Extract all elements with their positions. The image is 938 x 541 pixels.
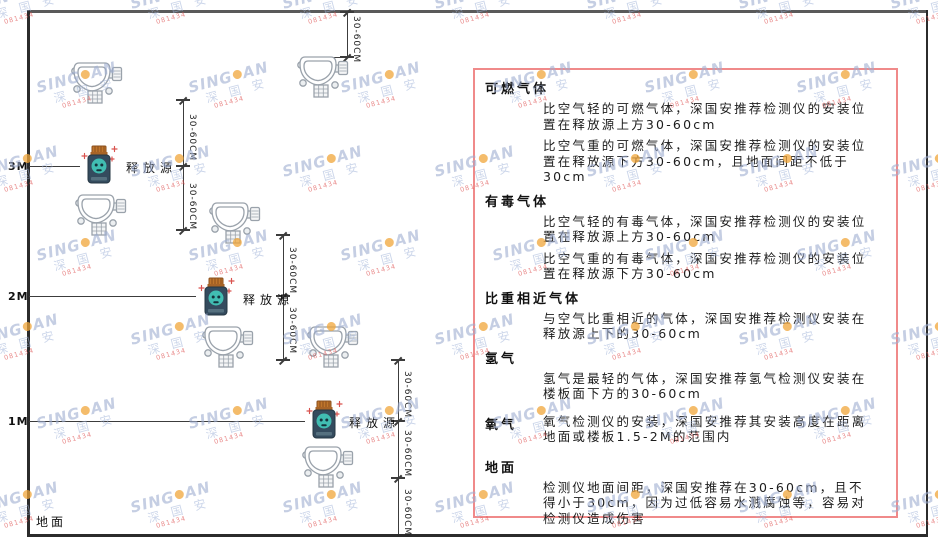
release-source-label: 释放源 [349,416,401,430]
section-heading: 比重相近气体 [485,291,582,307]
height-marker: 2M [8,290,29,303]
release-source-label: 释放源 [126,161,178,175]
release-source-icon [196,277,236,321]
dimension-label: 30-60CM [287,307,297,355]
gas-detector-icon [299,442,355,492]
section-heading: 地面 [485,460,518,476]
dimension-label: 30-60CM [187,183,197,231]
release-source-icon [79,145,119,189]
section-paragraph: 比空气重的可燃气体，深国安推荐检测仪的安装位置在释放源下方30-60cm，且地面… [543,138,867,184]
info-panel: 可燃气体 比空气轻的可燃气体，深国安推荐检测仪的安装位置在释放源上方30-60c… [473,68,898,526]
section-paragraph: 氧气检测仪的安装，深国安推荐其安装高度在距离地面或楼板1.5-2M的范围内 [543,413,867,445]
section-paragraph: 检测仪地面间距，深国安推荐在30-60cm，且不得小于30cm，因为过低容易水溅… [543,479,867,526]
left-wall-line [27,10,30,537]
gas-detector-icon [206,198,262,248]
section-heading: 氢气 [485,351,518,367]
height-marker: 3M [8,160,29,173]
dimension-label: 30-60CM [402,489,412,537]
panel-section-oxygen: 氧气 氧气检测仪的安装，深国安推荐其安装高度在距离地面或楼板1.5-2M的范围内 [485,408,886,451]
dimension-line [347,12,348,57]
release-source-icon [304,400,344,444]
section-paragraph: 比空气轻的可燃气体，深国安推荐检测仪的安装位置在释放源上方30-60cm [543,101,867,132]
dimension-label: 30-60CM [287,247,297,295]
ground-line [27,534,928,537]
gas-detector-icon [199,322,255,372]
release-source-label: 释放源 [243,293,295,307]
ground-label: 地面 [36,515,67,529]
ceiling-line [27,10,928,13]
section-heading: 氧气 [485,417,518,433]
gas-detector-icon [72,190,128,240]
section-heading: 可燃气体 [485,82,550,97]
guide-line [29,421,305,422]
dimension-label: 30-60CM [402,371,412,419]
section-paragraph: 与空气比重相近的气体，深国安推荐检测仪安装在释放源上下的30-60cm [543,310,867,342]
panel-section-similar-density: 比重相近气体 与空气比重相近的气体，深国安推荐检测仪安装在释放源上下的30-60… [485,288,886,342]
height-marker: 1M [8,415,29,428]
panel-section-ground: 地面 检测仪地面间距，深国安推荐在30-60cm，且不得小于30cm，因为过低容… [485,457,886,527]
gas-detector-icon [294,52,350,102]
gas-detector-icon [68,58,124,108]
guide-line [29,296,196,297]
section-paragraph: 氢气是最轻的气体，深国安推荐氢气检测仪安装在楼板面下方的30-60cm [543,370,867,402]
gas-detector-icon [304,322,360,372]
right-wall-line [926,10,928,537]
panel-section-flammable: 可燃气体 比空气轻的可燃气体，深国安推荐检测仪的安装位置在释放源上方30-60c… [485,78,886,185]
section-paragraph: 比空气轻的有毒气体，深国安推荐检测仪的安装位置在释放源上方30-60cm [543,213,867,245]
panel-section-toxic: 有毒气体 比空气轻的有毒气体，深国安推荐检测仪的安装位置在释放源上方30-60c… [485,191,886,282]
section-heading: 有毒气体 [485,194,550,210]
guide-line [29,166,80,167]
dimension-line [283,235,284,360]
dimension-label: 30-60CM [351,16,361,64]
dimension-label: 30-60CM [187,114,197,162]
section-paragraph: 比空气重的有毒气体，深国安推荐检测仪的安装位置在释放源下方30-60cm [543,250,867,282]
dimension-label: 30-60CM [402,430,412,478]
dimension-line [398,360,399,534]
panel-section-hydrogen: 氢气 氢气是最轻的气体，深国安推荐氢气检测仪安装在楼板面下方的30-60cm [485,348,886,402]
